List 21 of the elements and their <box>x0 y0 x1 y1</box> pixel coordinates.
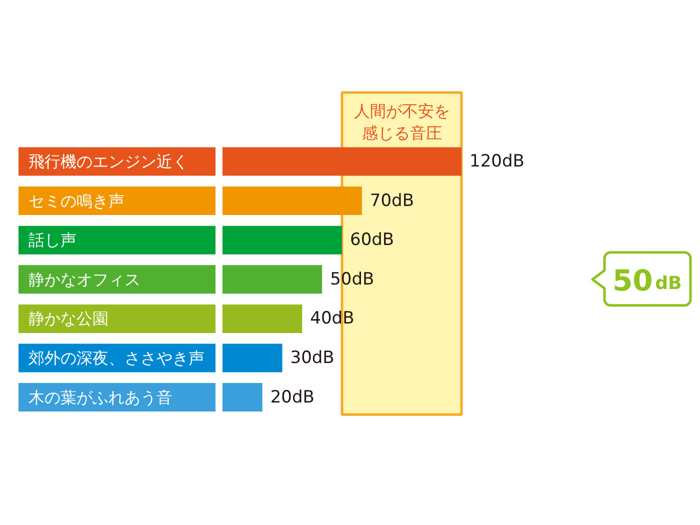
y-tick-label: 木の葉がふれあう音 <box>28 388 172 407</box>
y-tick-label: セミの鳴き声 <box>28 191 124 210</box>
bar <box>222 344 282 372</box>
y-tick-label: 話し声 <box>28 230 76 250</box>
data-label: 30dB <box>290 348 334 368</box>
data-label: 70dB <box>370 190 414 211</box>
bar <box>222 383 262 412</box>
bar <box>222 147 462 176</box>
y-tick-label: 郊外の深夜、ささやき声 <box>28 348 204 368</box>
data-label: 60dB <box>350 230 394 250</box>
bar <box>222 265 322 294</box>
y-tick-label: 飛行機のエンジン近く <box>28 152 188 171</box>
bar <box>222 186 362 216</box>
bar <box>222 226 342 254</box>
data-label: 20dB <box>270 387 314 408</box>
data-label: 120dB <box>470 152 524 172</box>
y-tick-label: 静かな公園 <box>28 309 108 328</box>
band-label: 人間が不安を感じる音圧 <box>354 102 450 142</box>
y-tick-label: 静かなオフィス <box>28 270 140 289</box>
text: 50dB <box>612 263 682 298</box>
bar <box>222 304 302 333</box>
